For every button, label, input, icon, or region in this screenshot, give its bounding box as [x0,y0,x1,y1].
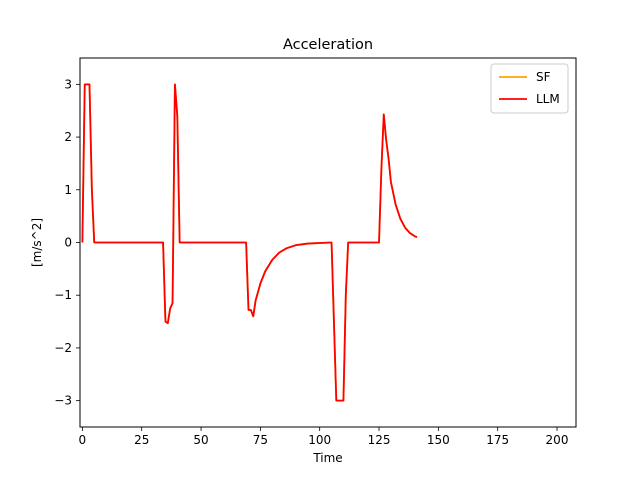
y-axis-label: [m/s^2] [30,218,44,267]
x-tick-label: 25 [134,433,149,447]
y-tick-label: −3 [54,394,72,408]
x-tick-label: 200 [546,433,569,447]
series-layer [81,83,418,402]
series-line-llm [81,83,418,402]
x-tick-label: 0 [79,433,87,447]
x-tick-label: 100 [308,433,331,447]
x-tick-label: 75 [253,433,268,447]
y-axis-ticks: −3 −2 −1 0 1 2 3 [54,77,80,408]
x-tick-label: 175 [486,433,509,447]
legend: SF LLM [490,63,569,114]
x-tick-label: 50 [193,433,208,447]
y-tick-label: −1 [54,288,72,302]
legend-label-sf: SF [536,70,551,84]
y-tick-label: 3 [64,77,72,91]
legend-label-llm: LLM [536,92,560,106]
x-tick-label: 125 [368,433,391,447]
y-tick-label: 1 [64,183,72,197]
x-tick-label: 150 [427,433,450,447]
chart-title: Acceleration [283,37,373,53]
x-axis-label: Time [312,451,342,465]
y-tick-label: −2 [54,341,72,355]
x-axis-ticks: 0 25 50 75 100 125 150 175 200 [79,427,569,447]
y-tick-label: 2 [64,130,72,144]
y-tick-label: 0 [64,236,72,250]
